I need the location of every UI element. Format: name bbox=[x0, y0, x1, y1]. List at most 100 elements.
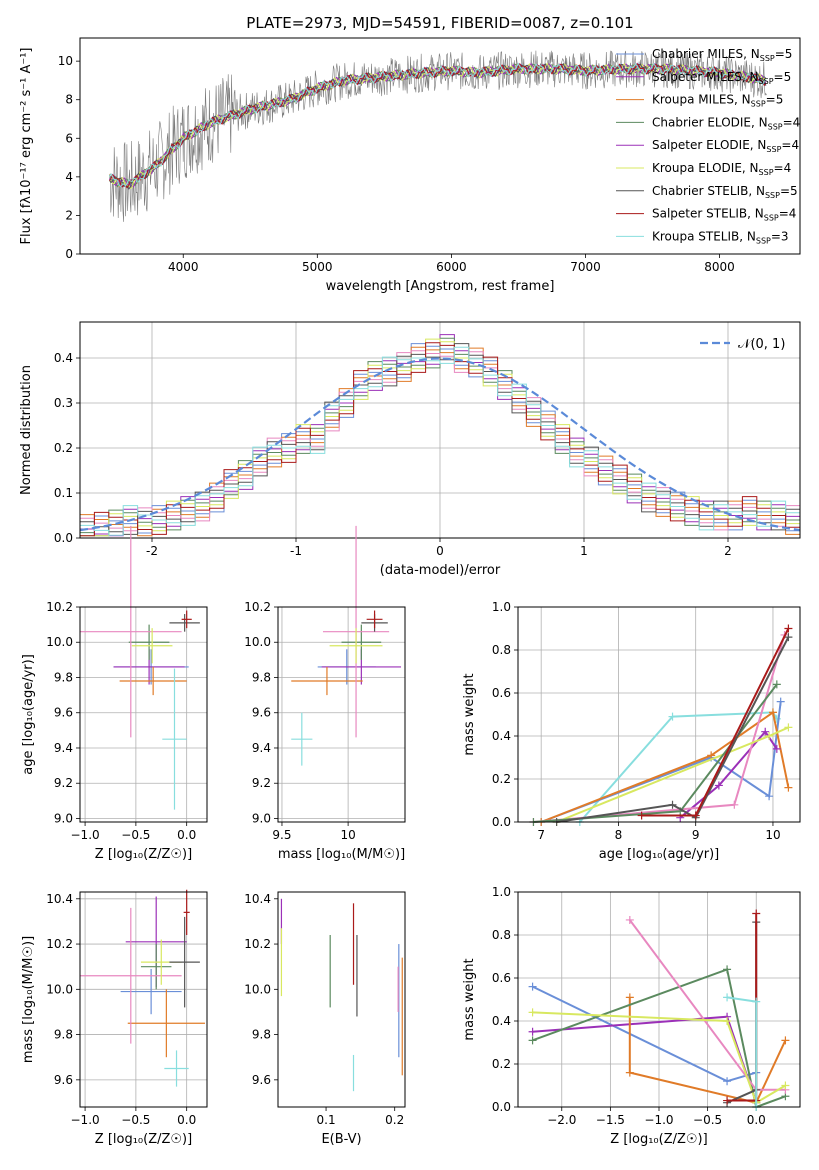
weight-marker bbox=[723, 1017, 732, 1025]
y-tick-label: 0.2 bbox=[492, 772, 511, 786]
y-tick-label: 0.6 bbox=[492, 971, 511, 985]
histogram-step-line bbox=[80, 338, 800, 537]
weight-marker bbox=[528, 1008, 537, 1017]
weight-marker bbox=[723, 1096, 732, 1105]
weight-line bbox=[540, 710, 790, 823]
y-tick-label: 9.6 bbox=[252, 1073, 271, 1087]
y-tick-label: 6 bbox=[65, 131, 73, 145]
axes-frame bbox=[79, 37, 801, 255]
y-tick-label: 0.3 bbox=[54, 396, 73, 410]
weight-line bbox=[533, 683, 778, 823]
x-tick-label: 9.5 bbox=[272, 828, 291, 842]
page-title: PLATE=2973, MJD=54591, FIBERID=0087, z=0… bbox=[246, 14, 633, 32]
x-axis-label: Z [log₁₀(Z/Z☉)] bbox=[95, 847, 192, 862]
x-axis-label: wavelength [Angstrom, rest frame] bbox=[326, 279, 555, 294]
weight-line bbox=[579, 711, 778, 823]
y-tick-label: 9.4 bbox=[252, 741, 271, 755]
axes-frame bbox=[517, 891, 801, 1108]
y-tick-label: 0.2 bbox=[492, 1057, 511, 1071]
weight-marker bbox=[752, 997, 761, 1006]
legend-entry: Chabrier ELODIE, NSSP=4 bbox=[652, 115, 800, 131]
y-tick-label: 9.4 bbox=[54, 741, 73, 755]
x-axis-label: Z [log₁₀(Z/Z☉)] bbox=[95, 1132, 192, 1147]
histogram-step-line bbox=[80, 342, 800, 537]
y-tick-label: 9.8 bbox=[252, 1028, 271, 1042]
y-tick-label: 0.0 bbox=[492, 1100, 511, 1114]
y-tick-label: 9.8 bbox=[252, 670, 271, 684]
z-mass-panel: −1.0 −0.5 0.0 9.6 9.8 10.0 10.2 10.4 Z [log₁₀(Z/… bbox=[21, 889, 208, 1147]
y-tick-label: 9.6 bbox=[54, 706, 73, 720]
y-tick-label: 10.2 bbox=[46, 937, 73, 951]
axes-frame bbox=[277, 606, 406, 823]
x-tick-label: 10 bbox=[765, 828, 780, 842]
x-tick-label: 5000 bbox=[302, 260, 333, 274]
weight-line bbox=[540, 701, 782, 823]
histogram-step-line bbox=[80, 343, 800, 535]
axes-frame bbox=[79, 606, 208, 823]
weight-marker bbox=[765, 792, 774, 801]
weight-line bbox=[679, 730, 778, 819]
weight-marker bbox=[668, 712, 677, 721]
weight-marker bbox=[784, 783, 793, 792]
normal-curve bbox=[79, 357, 801, 532]
x-tick-label: 2 bbox=[724, 544, 732, 558]
y-tick-label: 10 bbox=[58, 54, 73, 68]
weight-line bbox=[532, 985, 757, 1083]
x-tick-label: 0.0 bbox=[177, 1113, 196, 1127]
weight-marker bbox=[765, 732, 774, 740]
x-tick-label: −0.5 bbox=[121, 1113, 150, 1127]
x-tick-label: 6000 bbox=[436, 260, 467, 274]
y-tick-label: 9.0 bbox=[54, 811, 73, 825]
weight-marker bbox=[772, 744, 781, 753]
weight-marker bbox=[707, 751, 716, 760]
legend-entry: Chabrier STELIB, NSSP=5 bbox=[652, 184, 798, 200]
legend-entry: Salpeter STELIB, NSSP=4 bbox=[652, 207, 796, 223]
weight-marker bbox=[752, 909, 761, 918]
x-tick-label: −1.0 bbox=[71, 1113, 100, 1127]
weight-line bbox=[628, 997, 787, 1104]
weight-line bbox=[727, 913, 758, 1102]
weight-marker bbox=[761, 727, 770, 736]
weight-marker bbox=[691, 811, 700, 820]
weight-marker bbox=[723, 1077, 732, 1086]
x-axis-label: E(B-V) bbox=[321, 1132, 361, 1147]
weight-marker bbox=[784, 624, 793, 633]
y-tick-label: 0.0 bbox=[54, 531, 73, 545]
x-tick-label: -2 bbox=[146, 544, 158, 558]
y-tick-label: 0.4 bbox=[492, 729, 511, 743]
y-tick-label: 10.4 bbox=[46, 892, 73, 906]
y-tick-label: 9.8 bbox=[54, 670, 73, 684]
x-tick-label: 0.0 bbox=[177, 828, 196, 842]
spectrum-model-line bbox=[109, 62, 767, 188]
y-tick-label: 0.0 bbox=[492, 815, 511, 829]
y-axis-label: Normed distribution bbox=[19, 365, 34, 495]
legend-entry: Chabrier MILES, NSSP=5 bbox=[652, 47, 792, 63]
y-axis-label: mass weight bbox=[462, 673, 477, 755]
x-tick-label: −1.0 bbox=[71, 828, 100, 842]
weight-line bbox=[532, 1015, 758, 1104]
weight-marker bbox=[528, 1027, 537, 1036]
legend-entry: Salpeter MILES, NSSP=5 bbox=[652, 70, 791, 86]
weight-marker bbox=[528, 1036, 537, 1045]
axes-frame bbox=[79, 321, 801, 539]
x-tick-label: 0 bbox=[436, 544, 444, 558]
x-tick-label: 8 bbox=[615, 828, 623, 842]
axes-frame bbox=[517, 606, 801, 823]
x-axis-label: (data-model)/error bbox=[380, 563, 501, 578]
z-age-panel: −1.0 −0.5 0.0 9.0 9.2 9.4 9.6 9.8 10.0 10.2 Z [log… bbox=[21, 525, 208, 862]
y-tick-label: 1.0 bbox=[492, 885, 511, 899]
y-tick-label: 9.2 bbox=[252, 776, 271, 790]
y-axis-label: mass [log₁₀(M/M☉)] bbox=[21, 936, 36, 1063]
ebv-mass-panel: 0.1 0.2 9.6 9.8 10.0 10.2 10.4 E(B-V) bbox=[244, 891, 406, 1147]
y-tick-label: 10.0 bbox=[244, 635, 271, 649]
x-tick-label: -1 bbox=[290, 544, 302, 558]
x-tick-label: 0.0 bbox=[747, 1113, 766, 1127]
weight-marker bbox=[625, 993, 634, 1002]
y-tick-label: 10.4 bbox=[244, 892, 271, 906]
x-axis-label: age [log₁₀(age/yr)] bbox=[599, 847, 720, 862]
x-tick-label: 7000 bbox=[570, 260, 601, 274]
spectrum-panel: 4000 5000 6000 7000 8000 0 2 4 6 8 10 wavelength [A… bbox=[19, 37, 801, 294]
age-weight-panel: 7 8 9 10 0.0 0.2 0.4 0.6 0.8 1.0 age [log₁₀(age/yr… bbox=[462, 600, 801, 862]
x-tick-label: 0.2 bbox=[385, 1113, 404, 1127]
